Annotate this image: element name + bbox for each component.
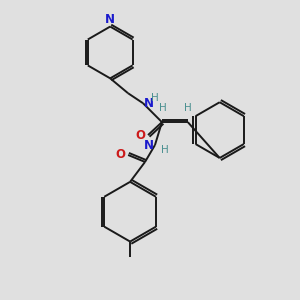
Text: N: N (144, 139, 154, 152)
Text: H: H (184, 103, 192, 113)
Text: O: O (115, 148, 125, 161)
Text: N: N (144, 97, 154, 110)
Text: H: H (151, 93, 159, 103)
Text: N: N (105, 13, 115, 26)
Text: H: H (161, 145, 169, 155)
Text: H: H (159, 103, 167, 113)
Text: O: O (135, 129, 145, 142)
